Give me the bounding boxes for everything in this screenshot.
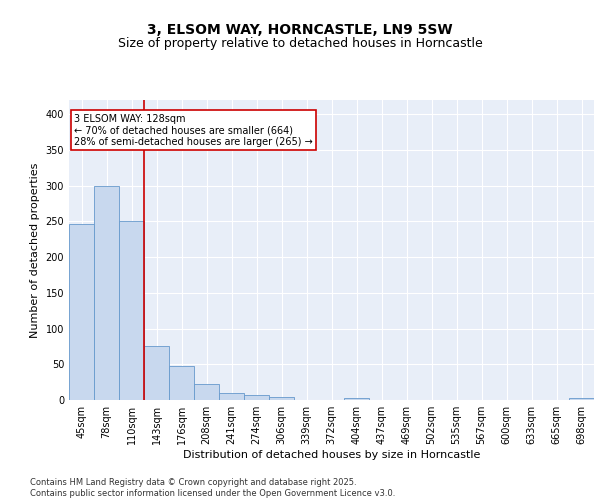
Bar [94,186,119,400]
Bar [219,393,244,400]
Text: 3 ELSOM WAY: 128sqm
← 70% of detached houses are smaller (664)
28% of semi-detac: 3 ELSOM WAY: 128sqm ← 70% of detached ho… [74,114,313,146]
Text: Contains HM Land Registry data © Crown copyright and database right 2025.
Contai: Contains HM Land Registry data © Crown c… [30,478,395,498]
Bar [144,346,169,400]
Bar [169,366,194,400]
Text: 3, ELSOM WAY, HORNCASTLE, LN9 5SW: 3, ELSOM WAY, HORNCASTLE, LN9 5SW [147,22,453,36]
Y-axis label: Number of detached properties: Number of detached properties [30,162,40,338]
Bar [119,222,144,400]
Bar [344,398,369,400]
Bar [69,224,94,400]
Bar [269,397,294,400]
Bar [244,395,269,400]
Bar [194,384,219,400]
Text: Size of property relative to detached houses in Horncastle: Size of property relative to detached ho… [118,38,482,51]
X-axis label: Distribution of detached houses by size in Horncastle: Distribution of detached houses by size … [183,450,480,460]
Bar [569,398,594,400]
